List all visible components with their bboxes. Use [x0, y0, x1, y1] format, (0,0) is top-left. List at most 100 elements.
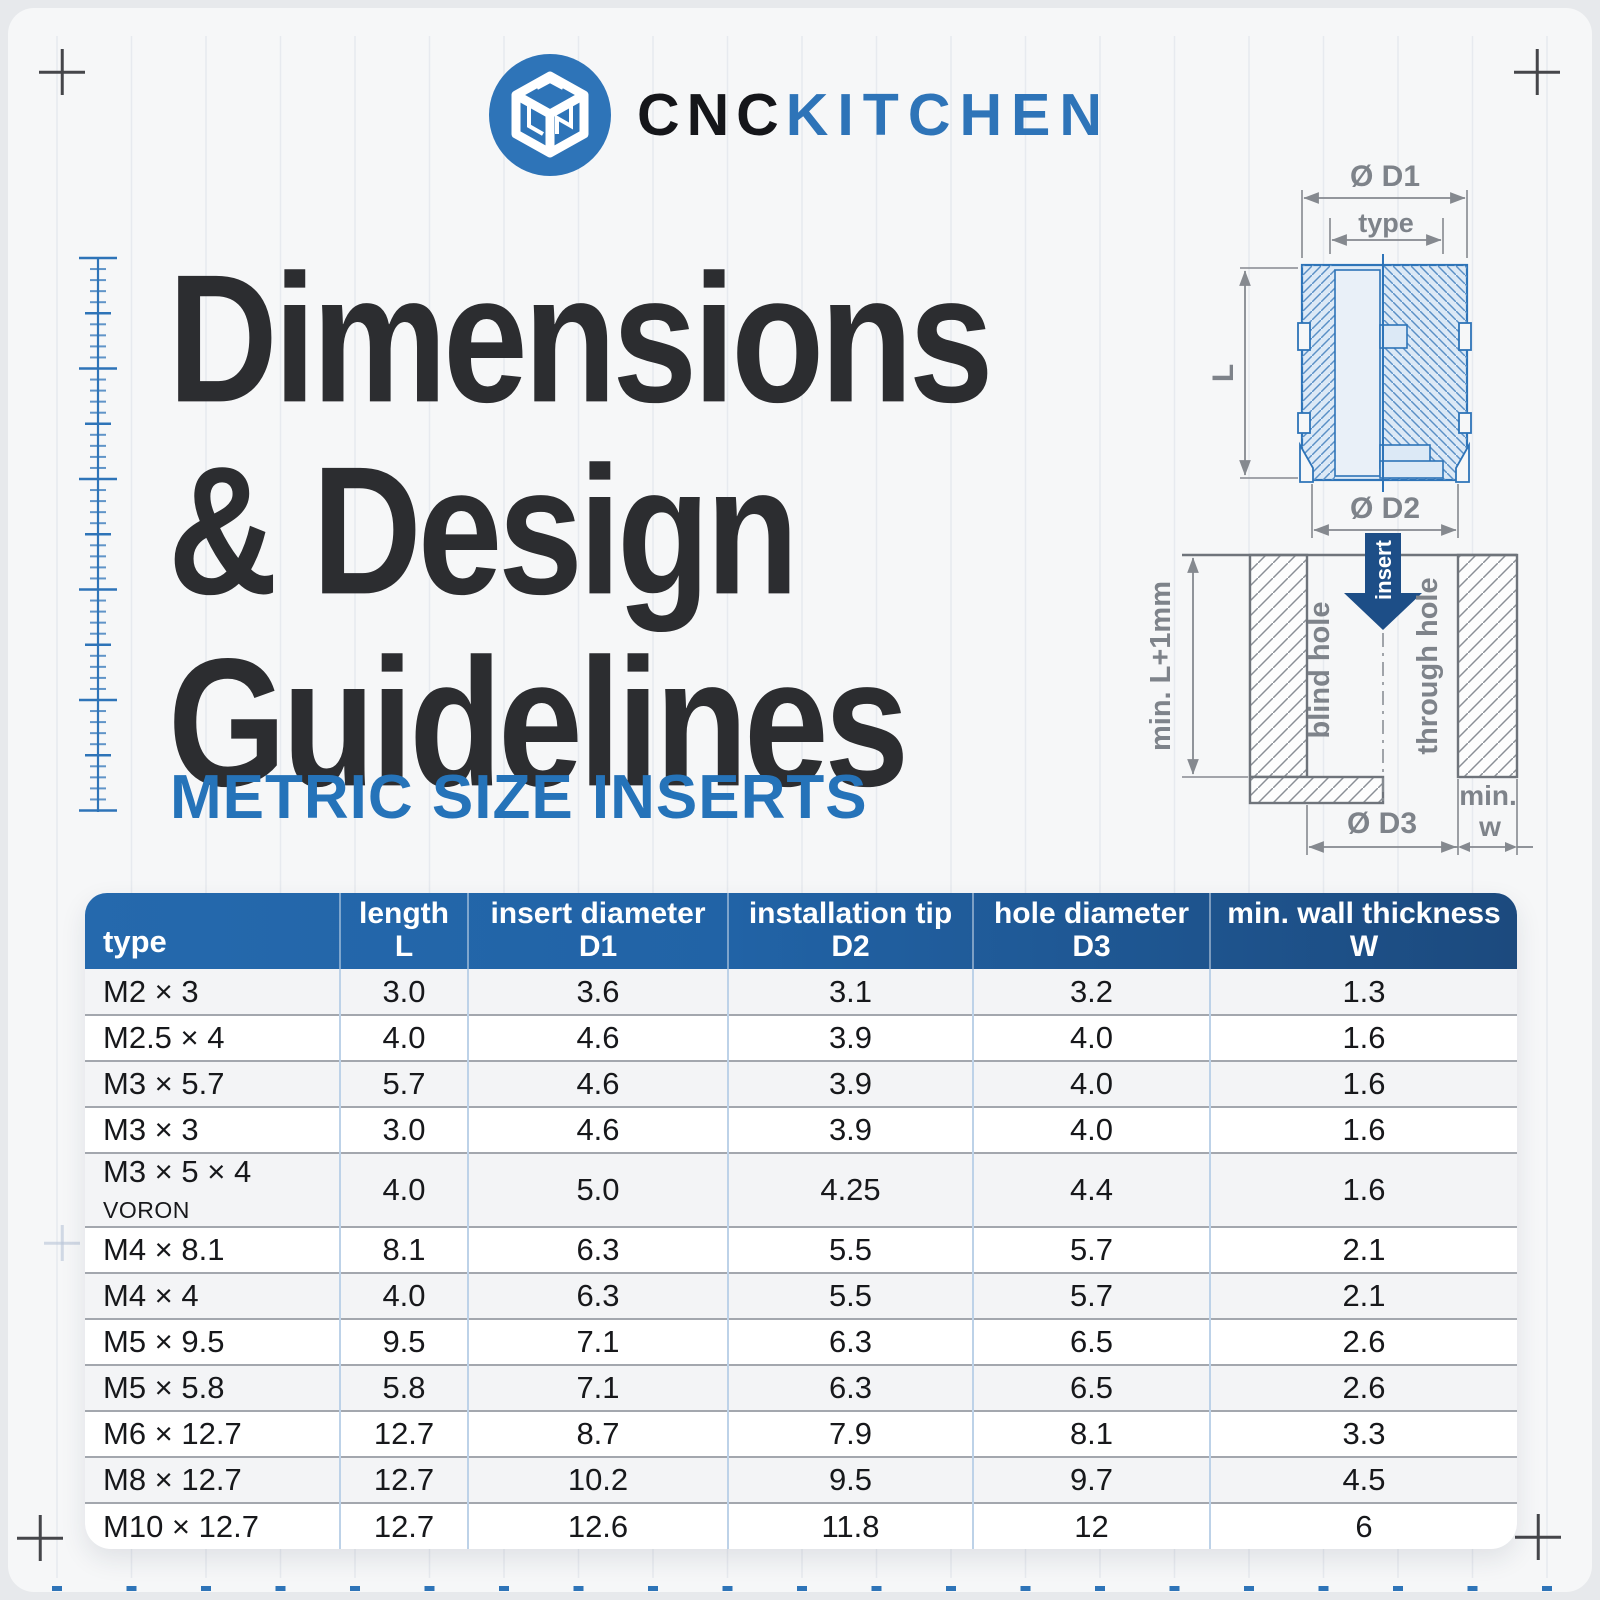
cell-value: 4.5 [1209, 1456, 1517, 1503]
cell-value: 9.5 [339, 1318, 468, 1365]
cell-value: 2.1 [1209, 1226, 1517, 1273]
column-header-d2: installation tip D2 [727, 893, 973, 969]
brand-wordmark: CNC KITCHEN [637, 81, 1111, 149]
table-row: M6 × 12.7 12.7 8.7 7.9 8.1 3.3 [85, 1410, 1517, 1457]
column-header-w: min. wall thickness W [1209, 893, 1517, 969]
table-row: M2 × 3 3.0 3.6 3.1 3.2 1.3 [85, 969, 1517, 1015]
hole-cross-section-figure: insert blind hole through hole min. L+1m… [1145, 533, 1533, 855]
wordmark-kitchen: KITCHEN [785, 82, 1112, 148]
table-row: M4 × 4 4.0 6.3 5.5 5.7 2.1 [85, 1272, 1517, 1319]
table-row: M5 × 5.8 5.8 7.1 6.3 6.5 2.6 [85, 1364, 1517, 1411]
table-row: M4 × 8.1 8.1 6.3 5.5 5.7 2.1 [85, 1226, 1517, 1273]
cell-value: 12.6 [467, 1502, 728, 1549]
cell-value: 7.1 [467, 1364, 728, 1411]
wordmark-cnc: CNC [636, 82, 786, 148]
cell-type: M10 × 12.7 [85, 1502, 340, 1549]
cell-value: 7.9 [727, 1410, 973, 1457]
cell-value: 5.5 [727, 1272, 973, 1319]
column-header-type: type [103, 923, 167, 959]
ruler-graphic [79, 256, 117, 812]
dim-label-l: L [1207, 364, 1240, 382]
through-hole-label: through hole [1412, 577, 1444, 754]
cell-value: 4.0 [339, 1272, 468, 1319]
type-suffix: VORON [103, 1197, 190, 1223]
table-body: M2 × 3 3.0 3.6 3.1 3.2 1.3 M2.5 × 4 4.0 4.6 3.9 4.… [85, 969, 1517, 1549]
column-header-d3: hole diameter D3 [972, 893, 1210, 969]
cell-type: M5 × 9.5 [85, 1318, 340, 1365]
cell-type: M2.5 × 4 [85, 1014, 340, 1061]
table-row: M3 × 5.7 5.7 4.6 3.9 4.0 1.6 [85, 1060, 1517, 1107]
cell-value: 3.0 [339, 969, 468, 1015]
cell-value: 1.6 [1209, 1152, 1517, 1227]
cell-value: 1.6 [1209, 1106, 1517, 1153]
cell-value: 8.1 [972, 1410, 1210, 1457]
column-header-l: length L [339, 893, 468, 969]
cell-value: 2.6 [1209, 1318, 1517, 1365]
cell-value: 4.0 [972, 1060, 1210, 1107]
cell-value: 4.0 [972, 1106, 1210, 1153]
cell-value: 4.25 [727, 1152, 973, 1227]
cell-value: 4.4 [972, 1152, 1210, 1227]
crosshair-mark [1515, 1514, 1561, 1560]
cell-type: M3 × 5 × 4 VORON [85, 1152, 340, 1227]
cell-value: 3.9 [727, 1060, 973, 1107]
cell-value: 3.9 [727, 1014, 973, 1061]
cell-value: 6.5 [972, 1364, 1210, 1411]
cell-type: M2 × 3 [103, 973, 199, 1009]
cell-value: 5.0 [467, 1152, 728, 1227]
cnc-kitchen-logo-icon [488, 54, 611, 176]
insert-arrow-label: insert [1371, 539, 1396, 600]
title-line-3: Guidelines [168, 621, 909, 825]
dim-label-d1: Ø D1 [1350, 160, 1420, 193]
grid-plus-mark [44, 1225, 80, 1261]
cell-value: 1.6 [1209, 1060, 1517, 1107]
dim-label-d2: Ø D2 [1350, 492, 1420, 525]
insert-cross-section-figure: Ø D1 type L Ø D2 [1207, 160, 1472, 538]
brand-logo: CNC KITCHEN [0, 54, 1600, 176]
table-row: M10 × 12.7 12.7 12.6 11.8 12 6 [85, 1502, 1517, 1549]
cell-value: 5.7 [972, 1226, 1210, 1273]
title-line-1: Dimensions [168, 237, 994, 441]
dim-label-depth: min. L+1mm [1145, 581, 1177, 751]
table-row: M2.5 × 4 4.0 4.6 3.9 4.0 1.6 [85, 1014, 1517, 1061]
blind-hole-label: blind hole [1304, 602, 1336, 739]
cell-value: 3.3 [1209, 1410, 1517, 1457]
cell-value: 3.6 [467, 969, 728, 1015]
cell-value: 12 [972, 1502, 1210, 1549]
cell-type: M6 × 12.7 [85, 1410, 340, 1457]
cell-value: 3.9 [727, 1106, 973, 1153]
cell-type: M3 × 5.7 [85, 1060, 340, 1107]
cell-value: 6.3 [467, 1272, 728, 1319]
cell-value: 6.3 [467, 1226, 728, 1273]
cell-type: M4 × 4 [85, 1272, 340, 1319]
cell-value: 9.5 [727, 1456, 973, 1503]
cell-value: 2.6 [1209, 1364, 1517, 1411]
crosshair-mark [17, 1515, 63, 1561]
dim-label-type: type [1358, 208, 1414, 238]
dim-label-d3: Ø D3 [1347, 807, 1417, 840]
cell-value: 4.0 [339, 1014, 468, 1061]
cell-value: 9.7 [972, 1456, 1210, 1503]
cell-value: 5.5 [727, 1226, 973, 1273]
cell-type: M3 × 3 [85, 1106, 340, 1153]
cell-type: M8 × 12.7 [85, 1456, 340, 1503]
page-subtitle: METRIC SIZE INSERTS [170, 763, 868, 832]
cell-value: 2.1 [1209, 1272, 1517, 1319]
cell-value: 12.7 [339, 1502, 468, 1549]
cell-value: 4.6 [467, 1060, 728, 1107]
cell-value: 6.3 [727, 1318, 973, 1365]
cell-value: 12.7 [339, 1410, 468, 1457]
cell-value: 12.7 [339, 1456, 468, 1503]
cell-value: 5.8 [339, 1364, 468, 1411]
cell-value: 3.1 [727, 969, 973, 1015]
cell-value: 11.8 [727, 1502, 973, 1549]
page-title: Dimensions & Design Guidelines [168, 237, 994, 825]
table-row: M5 × 9.5 9.5 7.1 6.3 6.5 2.6 [85, 1318, 1517, 1365]
dim-label-w: w [1478, 811, 1501, 842]
cell-value: 8.1 [339, 1226, 468, 1273]
cell-value: 4.0 [339, 1152, 468, 1227]
table-row: M3 × 5 × 4 VORON 4.0 5.0 4.25 4.4 1.6 [85, 1152, 1517, 1227]
